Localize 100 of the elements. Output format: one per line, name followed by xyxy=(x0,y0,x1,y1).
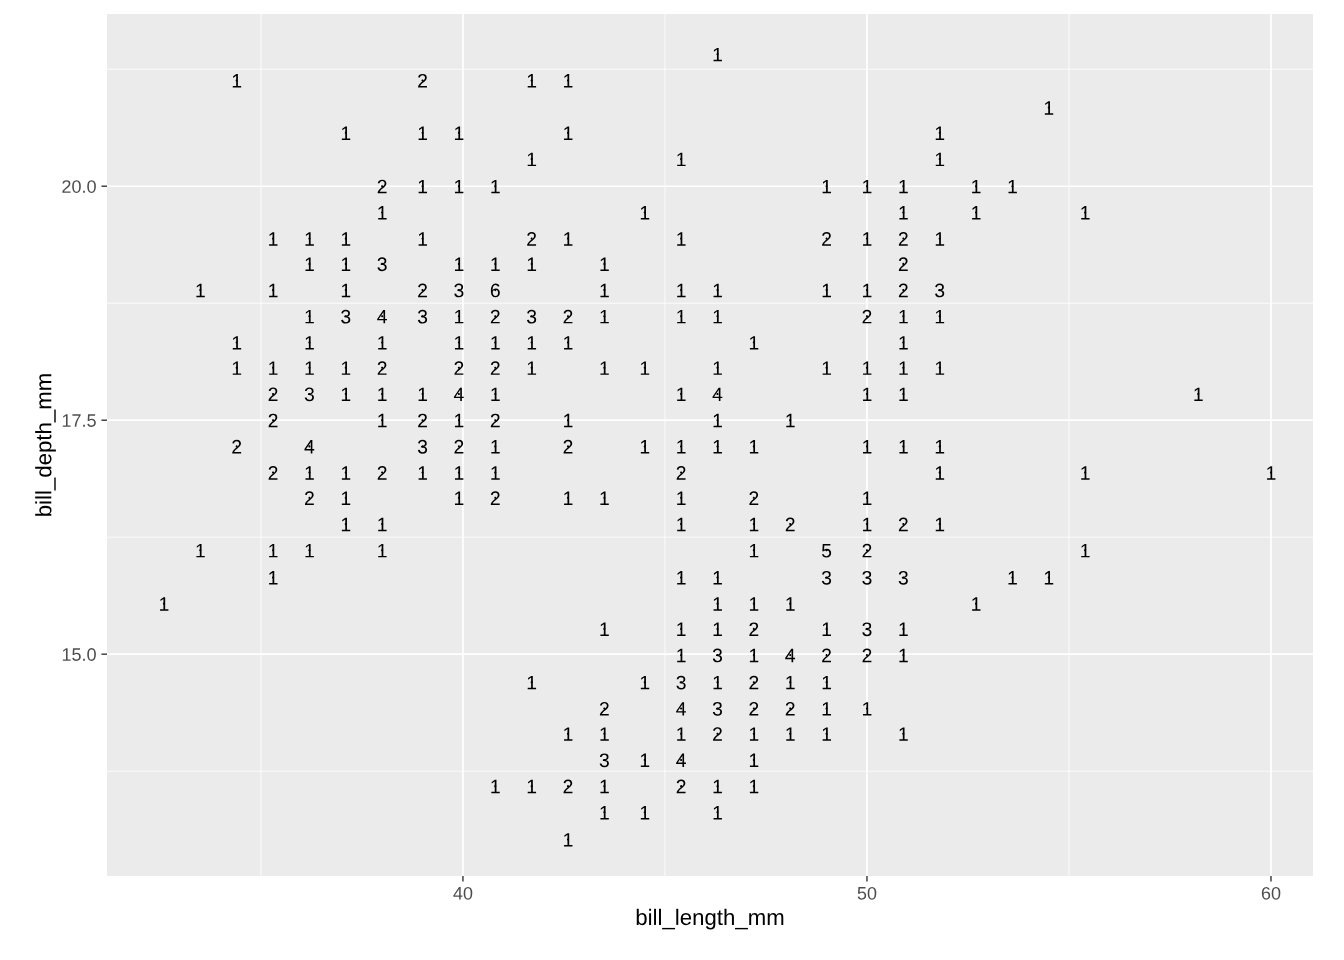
text: 1 xyxy=(564,413,573,428)
text: 1 xyxy=(935,126,945,140)
text: 1 xyxy=(341,517,351,532)
text: 3 xyxy=(454,283,464,298)
text: 1 xyxy=(935,466,945,480)
text: 1 xyxy=(305,336,314,350)
text: 1 xyxy=(677,622,686,636)
text: 1 xyxy=(269,361,278,375)
text: 1 xyxy=(713,47,722,62)
text: 2 xyxy=(749,675,759,690)
text: 1 xyxy=(786,727,795,741)
text: 2 xyxy=(418,283,427,298)
text: 1 xyxy=(640,753,650,767)
text: 1 xyxy=(454,413,464,428)
text: 3 xyxy=(712,701,723,716)
text: 1 xyxy=(564,126,573,140)
text: 1 xyxy=(600,491,609,505)
text: 2 xyxy=(490,413,500,428)
text: 1 xyxy=(749,543,759,558)
text: 1 xyxy=(341,491,351,505)
text: 1 xyxy=(677,491,686,505)
text: 1 xyxy=(749,779,759,794)
text: 1 xyxy=(1081,206,1090,220)
text: 1 xyxy=(527,74,537,88)
text: 3 xyxy=(935,283,945,298)
text: 1 xyxy=(935,232,945,246)
text: 1 xyxy=(899,622,908,636)
text: 1 xyxy=(899,336,908,350)
text: 1 xyxy=(305,309,314,324)
text: 1 xyxy=(341,257,351,271)
text: 1 xyxy=(600,309,609,324)
text: 3 xyxy=(862,622,872,637)
text: 1 xyxy=(640,675,650,690)
text: 1 xyxy=(196,543,205,558)
text: 2 xyxy=(232,439,242,454)
text: 1 xyxy=(418,232,427,246)
text: 1 xyxy=(232,336,242,350)
text: 2 xyxy=(785,701,795,716)
text: 1 xyxy=(972,206,981,220)
text: 1 xyxy=(677,727,686,741)
x-tick-label: 50 xyxy=(857,886,877,900)
text: 4 xyxy=(304,440,315,454)
text: 1 xyxy=(491,779,500,794)
text: 1 xyxy=(564,336,573,350)
text: 1 xyxy=(749,727,759,741)
text: 3 xyxy=(417,309,428,324)
text: 1 xyxy=(1008,179,1017,194)
text: 1 xyxy=(899,648,908,663)
text: 3 xyxy=(377,257,387,272)
text: 1 xyxy=(863,702,872,716)
text: 1 xyxy=(822,675,832,690)
text: 1 xyxy=(822,702,832,716)
x-tick-label: 40 xyxy=(453,886,473,900)
text: 2 xyxy=(822,648,831,663)
text: 1 xyxy=(600,727,609,741)
text: 2 xyxy=(454,439,464,454)
series-label: 2 xyxy=(304,491,314,505)
text: 1 xyxy=(418,126,427,140)
text: 1 xyxy=(677,309,686,324)
text: 1 xyxy=(454,336,464,350)
text: 2 xyxy=(490,361,500,375)
text: 2 xyxy=(676,466,686,480)
series-label: 5 xyxy=(821,543,832,558)
text: 1 xyxy=(786,675,795,690)
text: 1 xyxy=(713,309,722,324)
text: 1 xyxy=(454,309,464,324)
text: 1 xyxy=(454,257,464,271)
text: 1 xyxy=(600,806,609,820)
x-tick-label: 60 xyxy=(1261,886,1281,900)
text: 1 xyxy=(600,622,609,636)
text: 1 xyxy=(454,491,464,505)
text: 1 xyxy=(378,413,387,428)
text: 1 xyxy=(491,440,500,454)
text: 1 xyxy=(418,179,427,194)
text: 1 xyxy=(564,74,573,88)
text: 2 xyxy=(599,701,609,716)
text: 1 xyxy=(600,361,609,375)
text: 2 xyxy=(418,73,427,88)
series-label: 4 xyxy=(712,387,723,402)
text: 1 xyxy=(935,361,945,375)
text: 3 xyxy=(599,753,609,768)
text: 1 xyxy=(677,648,686,663)
text: 2 xyxy=(898,517,908,532)
text: 1 xyxy=(677,152,686,167)
text: 1 xyxy=(677,517,686,532)
text: 1 xyxy=(527,361,537,375)
series-label: 3 xyxy=(341,309,351,324)
text: 1 xyxy=(863,283,872,298)
text: 1 xyxy=(378,387,387,402)
text: 1 xyxy=(341,361,351,375)
text: 1 xyxy=(1044,571,1054,585)
text: 2 xyxy=(862,309,872,324)
text: 3 xyxy=(526,309,537,324)
text: 1 xyxy=(749,517,759,532)
text: 2 xyxy=(377,179,387,194)
text: 1 xyxy=(1267,466,1276,480)
text: 1 xyxy=(677,571,686,585)
text: 2 xyxy=(418,413,427,428)
text: 1 xyxy=(454,126,464,140)
text: 1 xyxy=(677,387,686,402)
